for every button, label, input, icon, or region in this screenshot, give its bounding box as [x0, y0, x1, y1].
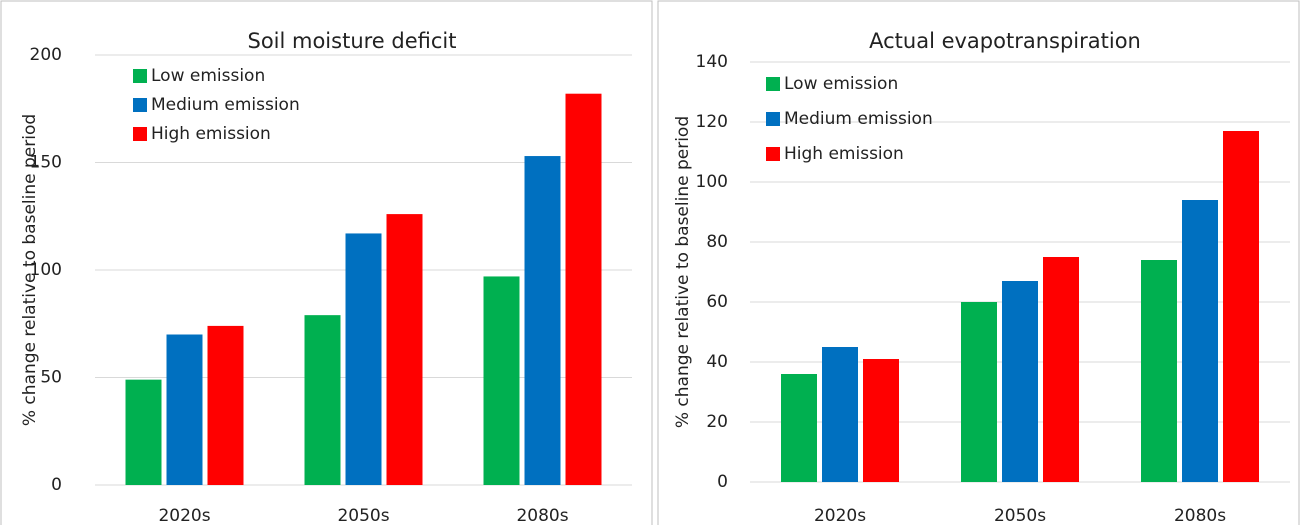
y-tick-label: 140	[696, 52, 728, 72]
x-tick-label: 2050s	[337, 506, 389, 525]
bar	[125, 379, 162, 485]
y-tick-label: 40	[706, 352, 728, 372]
chart-title: Actual evapotranspiration	[869, 29, 1141, 53]
x-tick-label: 2080s	[1174, 506, 1226, 525]
bar	[781, 374, 817, 482]
panel-border	[0, 0, 653, 525]
bar	[1002, 281, 1038, 482]
y-tick-label: 60	[706, 292, 728, 312]
legend-swatch	[133, 69, 147, 83]
bar	[961, 302, 997, 482]
chart-title: Soil moisture deficit	[247, 29, 456, 53]
legend-label: Medium emission	[784, 109, 933, 129]
y-tick-label: 100	[696, 172, 728, 192]
y-axis-label: % change relative to baseline period	[20, 114, 40, 426]
legend-swatch	[133, 127, 147, 141]
bar	[207, 325, 244, 485]
bar	[565, 93, 602, 485]
bar	[1043, 257, 1079, 482]
legend-label: Low emission	[151, 66, 265, 86]
legend-swatch	[766, 112, 780, 126]
y-tick-label: 100	[30, 260, 62, 280]
panel-border	[657, 0, 1300, 525]
bar	[863, 359, 899, 482]
x-tick-label: 2020s	[158, 506, 210, 525]
bar	[386, 214, 423, 485]
x-tick-label: 2050s	[994, 506, 1046, 525]
bar	[304, 315, 341, 485]
bar	[483, 276, 520, 485]
y-tick-label: 50	[40, 368, 62, 388]
legend-swatch	[133, 98, 147, 112]
y-tick-label: 80	[706, 232, 728, 252]
y-tick-label: 120	[696, 112, 728, 132]
bar	[166, 334, 203, 485]
x-tick-label: 2080s	[516, 506, 568, 525]
legend-label: Medium emission	[151, 95, 300, 115]
y-tick-label: 20	[706, 412, 728, 432]
x-tick-label: 2020s	[814, 506, 866, 525]
y-tick-label: 150	[30, 153, 62, 173]
legend-swatch	[766, 147, 780, 161]
bar	[524, 156, 561, 486]
legend-label: High emission	[151, 124, 271, 144]
bar	[345, 233, 382, 485]
legend-swatch	[766, 77, 780, 91]
y-tick-label: 0	[51, 475, 62, 495]
y-axis-label: % change relative to baseline period	[673, 116, 693, 428]
bar	[1182, 200, 1218, 482]
bar	[822, 347, 858, 482]
bar	[1223, 131, 1259, 482]
legend-label: Low emission	[784, 74, 898, 94]
legend-label: High emission	[784, 144, 904, 164]
bar	[1141, 260, 1177, 482]
y-tick-label: 0	[717, 472, 728, 492]
y-tick-label: 200	[30, 45, 62, 65]
